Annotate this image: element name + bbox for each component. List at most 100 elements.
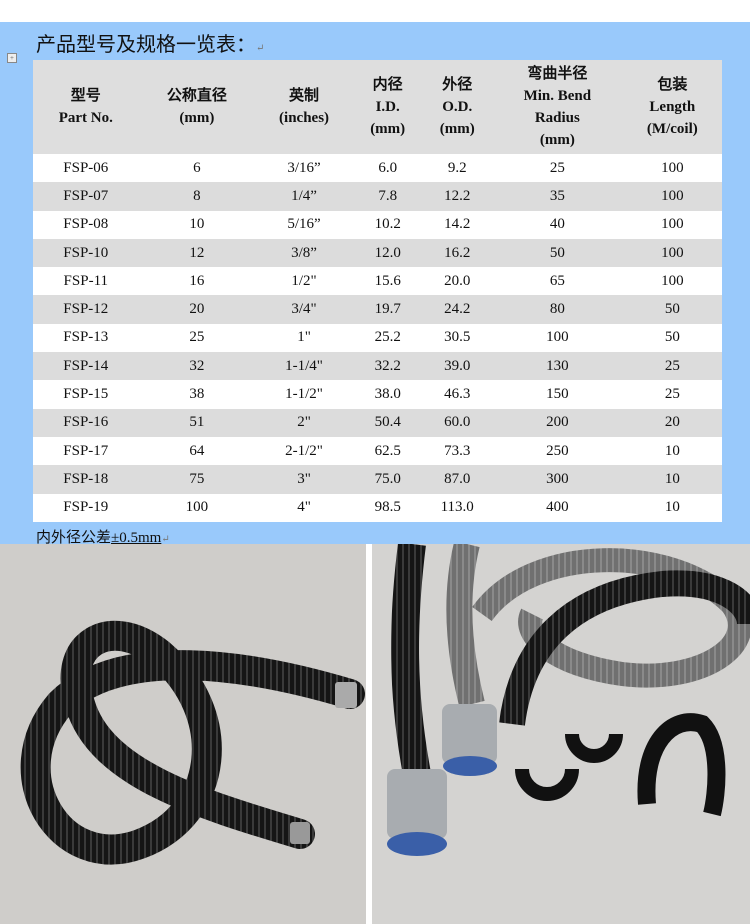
table-cell: 6.0: [352, 154, 423, 183]
table-cell: 35: [491, 182, 623, 211]
table-cell: 113.0: [422, 493, 492, 522]
table-cell: 64: [138, 436, 256, 466]
column-header-line: O.D.: [442, 99, 473, 115]
column-header-line: (inches): [279, 110, 330, 126]
table-cell: 1-1/4": [255, 352, 353, 381]
column-header-line: Radius: [534, 110, 580, 126]
table-cell: 50: [622, 295, 722, 324]
column-header-line: (M/coil): [646, 121, 698, 137]
table-cell: FSP-12: [33, 295, 139, 324]
table-cell: 250: [491, 436, 623, 466]
column-header: 外径 O.D. (mm): [422, 60, 492, 154]
table-cell: 100: [138, 493, 256, 522]
table-row: FSP-16 51 2" 50.4 60.0 200 20: [33, 408, 722, 437]
table-cell: 60.0: [422, 408, 492, 437]
table-cell: 50.4: [352, 408, 423, 437]
column-header: 弯曲半径 Min. Bend Radius (mm): [491, 60, 623, 154]
table-cell: 75.0: [352, 465, 423, 494]
table-cell: 19.7: [352, 295, 423, 324]
table-header-row: 型号 Part No. 公称直径 (mm) 英制 (inches) 内径 I.D. (mm) 外径…: [33, 60, 722, 154]
table-cell: 100: [491, 323, 623, 353]
tolerance-note: 内外径公差±0.5mm↵: [36, 530, 170, 546]
column-header-line: I.D.: [375, 99, 400, 115]
photo-black-conduit-coil: [0, 544, 366, 924]
table-cell: FSP-08: [33, 210, 139, 239]
table-cell: 98.5: [352, 493, 423, 522]
table-row: FSP-19 100 4" 98.5 113.0 400 10: [33, 493, 722, 522]
column-header: 公称直径 (mm): [138, 60, 256, 154]
table-cell: 14.2: [422, 210, 492, 239]
column-header-line: 外径: [442, 77, 473, 93]
table-cell: 7.8: [352, 182, 423, 211]
table-cell: 3/16”: [255, 154, 353, 183]
table-cell: 15.6: [352, 267, 423, 296]
column-header: 型号 Part No.: [33, 60, 139, 154]
table-row: FSP-06 6 3/16” 6.0 9.2 25 100: [33, 154, 722, 183]
table-cell: 25: [138, 323, 256, 353]
table-cell: 100: [622, 182, 722, 211]
table-cell: 2": [255, 408, 353, 437]
column-header-line: (mm): [370, 121, 406, 137]
table-cell: FSP-18: [33, 465, 139, 494]
table-cell: 5/16”: [255, 210, 353, 239]
table-cell: 46.3: [422, 380, 492, 409]
table-cell: 3/4": [255, 295, 353, 324]
table-cell: 10: [622, 493, 722, 522]
table-cell: 50: [491, 238, 623, 268]
table-cell: 32: [138, 352, 256, 381]
column-header-line: Length: [649, 99, 696, 115]
table-cell: FSP-15: [33, 380, 139, 409]
table-cell: FSP-16: [33, 408, 139, 437]
table-cell: 3": [255, 465, 353, 494]
table-cell: 10: [622, 465, 722, 494]
column-header-line: 内径: [372, 77, 403, 93]
table-cell: 51: [138, 408, 256, 437]
table-cell: 30.5: [422, 323, 492, 353]
column-header-line: (mm): [439, 121, 475, 137]
table-cell: 50: [622, 323, 722, 353]
table-cell: 10: [622, 436, 722, 466]
table-cell: 3/8”: [255, 238, 353, 268]
column-header-line: Min. Bend: [523, 88, 592, 104]
table-cell: 10.2: [352, 210, 423, 239]
table-row: FSP-11 16 1/2" 15.6 20.0 65 100: [33, 267, 722, 296]
table-cell: 1/4”: [255, 182, 353, 211]
table-cell: 6: [138, 154, 256, 183]
table-row: FSP-17 64 2-1/2" 62.5 73.3 250 10: [33, 436, 722, 466]
table-cell: 12: [138, 238, 256, 268]
page-title: 产品型号及规格一览表：↵: [36, 34, 265, 56]
table-cell: 24.2: [422, 295, 492, 324]
table-cell: FSP-10: [33, 238, 139, 268]
table-cell: 25: [622, 380, 722, 409]
table-cell: 2-1/2": [255, 436, 353, 466]
table-cell: 100: [622, 154, 722, 183]
table-cell: 80: [491, 295, 623, 324]
table-cell: 38.0: [352, 380, 423, 409]
table-cell: 1": [255, 323, 353, 353]
table-cell: 20: [622, 408, 722, 437]
table-cell: FSP-06: [33, 154, 139, 183]
table-cell: 75: [138, 465, 256, 494]
table-cell: 40: [491, 210, 623, 239]
table-row: FSP-14 32 1-1/4" 32.2 39.0 130 25: [33, 352, 722, 381]
column-header: 内径 I.D. (mm): [352, 60, 423, 154]
table-cell: FSP-11: [33, 267, 139, 296]
table-cell: 16: [138, 267, 256, 296]
document-area: 产品型号及规格一览表：↵ + 型号 Part No. 公称直径 (mm) 英制 (inch…: [0, 22, 750, 546]
column-header-line: 包装: [657, 77, 688, 93]
table-cell: 39.0: [422, 352, 492, 381]
table-cell: 62.5: [352, 436, 423, 466]
table-row: FSP-18 75 3" 75.0 87.0 300 10: [33, 465, 722, 494]
table-cell: 20.0: [422, 267, 492, 296]
table-row: FSP-12 20 3/4" 19.7 24.2 80 50: [33, 295, 722, 324]
table-cell: FSP-13: [33, 323, 139, 353]
column-header-line: Part No.: [58, 110, 113, 126]
column-header-line: (mm): [179, 110, 215, 126]
column-header-line: (mm): [539, 132, 575, 148]
table-move-handle-icon[interactable]: +: [7, 53, 17, 63]
column-header-line: 弯曲半径: [527, 66, 588, 82]
table-cell: 4": [255, 493, 353, 522]
table-cell: FSP-07: [33, 182, 139, 211]
table-cell: 100: [622, 267, 722, 296]
table-cell: 100: [622, 210, 722, 239]
